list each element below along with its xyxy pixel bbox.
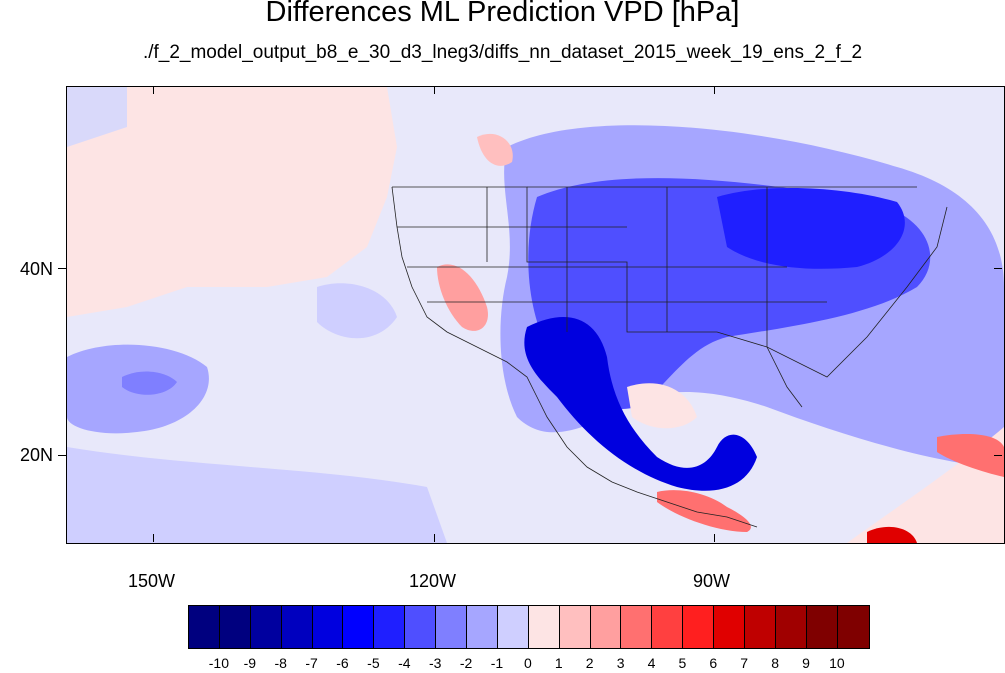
colorbar-tick-label: -9 bbox=[243, 655, 257, 671]
colorbar-tick-label: 5 bbox=[678, 655, 687, 671]
colorbar-box bbox=[559, 606, 591, 648]
colorbar-box bbox=[312, 606, 344, 648]
lat-tick-20n bbox=[58, 455, 66, 456]
lon-tick-90w bbox=[714, 534, 715, 542]
colorbar-tick-label: -4 bbox=[398, 655, 411, 671]
lon-tick-120w bbox=[434, 534, 435, 542]
colorbar-tick-label: 9 bbox=[802, 655, 810, 671]
colorbar-box bbox=[405, 606, 437, 648]
colorbar-tick-label: -1 bbox=[490, 655, 504, 671]
colorbar-box bbox=[467, 606, 498, 648]
lat-tick-20n-right bbox=[994, 455, 1002, 456]
lon-label-150w: 150W bbox=[128, 571, 176, 591]
colorbar-tick-label: 2 bbox=[585, 655, 594, 671]
colorbar-box bbox=[189, 606, 220, 648]
california-positive bbox=[437, 264, 488, 331]
colorbar-box bbox=[343, 606, 375, 648]
atlantic-strong-positive bbox=[937, 434, 1004, 477]
chart-subtitle: ./f_2_model_output_b8_e_30_d3_lneg3/diff… bbox=[142, 42, 863, 63]
colorbar-box bbox=[281, 606, 313, 648]
colorbar-box bbox=[219, 606, 251, 648]
colorbar-tick-label: -2 bbox=[459, 655, 473, 671]
colorbar-box bbox=[250, 606, 282, 648]
colorbar-tick-label: -10 bbox=[208, 655, 230, 671]
colorbar-box bbox=[497, 606, 529, 648]
lat-label-20n: 20N bbox=[20, 445, 54, 465]
caribbean-strong-positive bbox=[867, 526, 917, 543]
atlantic-positive-band bbox=[847, 427, 1004, 543]
colorbar-tick-label: -7 bbox=[305, 655, 318, 671]
lon-label-90w: 90W bbox=[693, 571, 731, 591]
colorbar-labels: -10 -9 -8 -7 -6 -5 -4 -3 -2 -1 0 1 2 3 4 5 6 7 8 9 10 bbox=[0, 655, 1005, 673]
colorbar bbox=[188, 605, 870, 649]
lon-label-120w: 120W bbox=[409, 571, 457, 591]
lat-tick-40n-right bbox=[994, 268, 1002, 269]
colorbar-box bbox=[775, 606, 807, 648]
coastline-outlines bbox=[391, 186, 948, 528]
colorbar-box bbox=[652, 606, 684, 648]
canada-positive bbox=[477, 133, 513, 166]
colorbar-box bbox=[436, 606, 468, 648]
colorbar-tick-label: -6 bbox=[336, 655, 349, 671]
colorbar-tick-label: 6 bbox=[709, 655, 718, 671]
pacific-positive-region bbox=[67, 87, 397, 317]
pacific-negative-band bbox=[67, 447, 447, 543]
colorbar-box bbox=[806, 606, 838, 648]
lat-tick-40n bbox=[58, 268, 66, 269]
colorbar-tick-label: 8 bbox=[771, 655, 779, 671]
pacific-negative-region-north bbox=[67, 87, 127, 147]
colorbar-box bbox=[528, 606, 560, 648]
vpd-difference-map bbox=[67, 87, 1004, 543]
gulf-positive bbox=[627, 383, 697, 429]
colorbar-tick-label: 1 bbox=[554, 655, 563, 671]
colorbar-box bbox=[621, 606, 653, 648]
colorbar-tick-label: 4 bbox=[647, 655, 656, 671]
colorbar-tick-label: -8 bbox=[274, 655, 287, 671]
colorbar-tick-label: 3 bbox=[616, 655, 625, 671]
colorbar-tick-label: 10 bbox=[829, 655, 845, 671]
lon-tick-120w-top bbox=[434, 86, 435, 94]
colorbar-box bbox=[590, 606, 622, 648]
colorbar-box bbox=[683, 606, 715, 648]
pacific-negative-blob-2 bbox=[122, 371, 177, 395]
lon-tick-150w bbox=[153, 534, 154, 542]
lon-tick-150w-top bbox=[153, 86, 154, 94]
map-panel bbox=[66, 86, 1005, 544]
chart-title: Differences ML Prediction VPD [hPa] bbox=[265, 0, 740, 28]
colorbar-tick-label: 7 bbox=[740, 655, 749, 671]
colorbar-tick-label: -3 bbox=[428, 655, 442, 671]
pacific-negative-blob-3 bbox=[317, 283, 397, 339]
lon-tick-90w-top bbox=[714, 86, 715, 94]
mexico-strong-negative bbox=[524, 317, 757, 491]
colorbar-tick-label: -5 bbox=[367, 655, 380, 671]
colorbar-box bbox=[837, 606, 869, 648]
central-america-positive bbox=[657, 490, 751, 532]
colorbar-box bbox=[374, 606, 406, 648]
colorbar-tick-label: 0 bbox=[523, 655, 532, 671]
lat-label-40n: 40N bbox=[20, 259, 54, 279]
northeast-strong-negative bbox=[717, 187, 905, 269]
colorbar-box bbox=[714, 606, 746, 648]
colorbar-box bbox=[745, 606, 776, 648]
